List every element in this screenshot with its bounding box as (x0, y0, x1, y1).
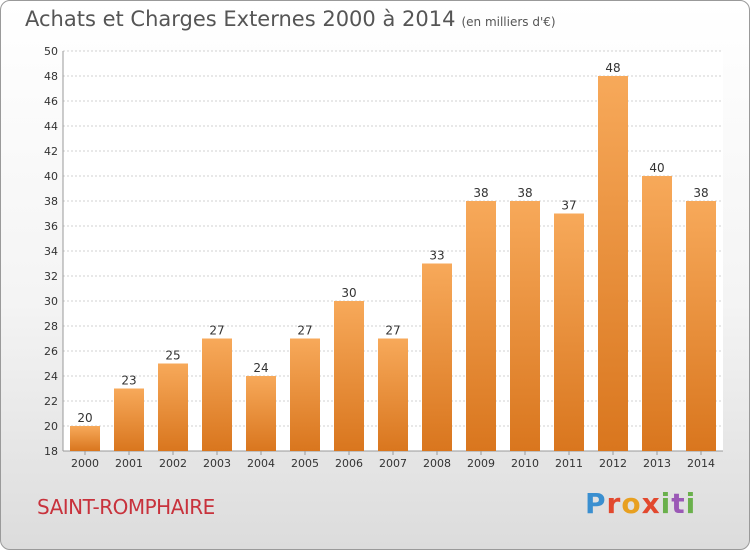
x-tick-label: 2003 (203, 457, 231, 470)
x-tick-label: 2011 (555, 457, 583, 470)
bar-value-label: 25 (165, 349, 180, 363)
x-tick-label: 2005 (291, 457, 319, 470)
y-tick-label: 32 (44, 270, 58, 283)
x-tick-label: 2002 (159, 457, 187, 470)
x-tick-label: 2008 (423, 457, 451, 470)
y-tick-label: 40 (44, 170, 58, 183)
x-tick-label: 2007 (379, 457, 407, 470)
bar-value-label: 48 (605, 61, 620, 75)
y-tick-label: 30 (44, 295, 58, 308)
x-tick-label: 2004 (247, 457, 275, 470)
commune-name: SAINT-ROMPHAIRE (37, 495, 215, 519)
bar-2002 (158, 363, 188, 451)
bar-2014 (686, 201, 716, 451)
bar-2003 (202, 338, 232, 451)
x-tick-label: 2013 (643, 457, 671, 470)
chart-title-text: Achats et Charges Externes 2000 à 2014 (25, 7, 456, 31)
x-tick-label: 2014 (687, 457, 715, 470)
bar-2013 (642, 176, 672, 451)
y-tick-label: 46 (44, 95, 58, 108)
y-tick-label: 44 (44, 120, 58, 133)
y-tick-label: 18 (44, 445, 58, 458)
bar-value-label: 27 (385, 324, 400, 338)
bar-2012 (598, 76, 628, 451)
bar-value-label: 30 (341, 286, 356, 300)
bar-2008 (422, 263, 452, 451)
bar-value-label: 27 (209, 324, 224, 338)
y-tick-label: 20 (44, 420, 58, 433)
bar-value-label: 33 (429, 249, 444, 263)
proxiti-logo: Proxiti (585, 487, 697, 520)
bar-2006 (334, 301, 364, 451)
bar-2007 (378, 338, 408, 451)
y-tick-label: 24 (44, 370, 58, 383)
bar-2000 (70, 426, 100, 451)
y-tick-label: 28 (44, 320, 58, 333)
y-tick-label: 50 (44, 45, 58, 58)
y-tick-label: 22 (44, 395, 58, 408)
chart-unit: (en milliers d'€) (461, 15, 556, 29)
bar-value-label: 27 (297, 324, 312, 338)
bar-2005 (290, 338, 320, 451)
x-tick-label: 2006 (335, 457, 363, 470)
bar-value-label: 38 (517, 186, 532, 200)
bar-2009 (466, 201, 496, 451)
y-tick-label: 42 (44, 145, 58, 158)
y-tick-label: 48 (44, 70, 58, 83)
bar-2010 (510, 201, 540, 451)
bar-2011 (554, 213, 584, 451)
y-tick-label: 34 (44, 245, 58, 258)
chart-title: Achats et Charges Externes 2000 à 2014 (e… (25, 7, 556, 31)
x-tick-label: 2012 (599, 457, 627, 470)
x-tick-label: 2009 (467, 457, 495, 470)
bar-value-label: 23 (121, 374, 136, 388)
bar-value-label: 40 (649, 161, 664, 175)
bar-2001 (114, 388, 144, 451)
x-tick-label: 2010 (511, 457, 539, 470)
bar-value-label: 37 (561, 199, 576, 213)
y-tick-label: 26 (44, 345, 58, 358)
bar-value-label: 24 (253, 361, 268, 375)
bar-value-label: 38 (693, 186, 708, 200)
bar-value-label: 38 (473, 186, 488, 200)
y-tick-label: 38 (44, 195, 58, 208)
x-tick-label: 2001 (115, 457, 143, 470)
x-tick-label: 2000 (71, 457, 99, 470)
y-tick-label: 36 (44, 220, 58, 233)
bar-value-label: 20 (77, 411, 92, 425)
bar-2004 (246, 376, 276, 451)
